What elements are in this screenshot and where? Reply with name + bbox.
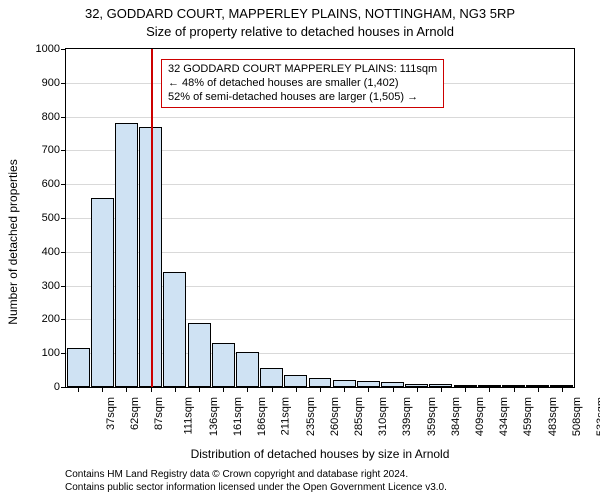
ytick-label: 0 [54,381,60,393]
xtick-mark [393,387,394,392]
ytick-label: 500 [42,212,60,224]
xtick-label: 211sqm [280,397,292,435]
xtick-label: 161sqm [232,397,244,436]
ytick-label: 800 [42,111,60,123]
annotation-box: 32 GODDARD COURT MAPPERLEY PLAINS: 111sq… [161,59,444,108]
xtick-mark [562,387,563,392]
xtick-label: 87sqm [154,397,166,430]
xtick-mark [102,387,103,392]
ytick-mark [61,150,66,151]
histogram-bar [67,348,90,387]
xtick-label: 359sqm [426,397,438,436]
xtick-mark [296,387,297,392]
chart-title-subtitle: Size of property relative to detached ho… [0,24,600,39]
annotation-line1: 32 GODDARD COURT MAPPERLEY PLAINS: 111sq… [168,63,437,77]
xtick-label: 409sqm [474,397,486,436]
xtick-mark [465,387,466,392]
ytick-mark [61,319,66,320]
histogram-bar [333,380,356,387]
histogram-bar [284,375,307,387]
xtick-mark [247,387,248,392]
chart-container: 32, GODDARD COURT, MAPPERLEY PLAINS, NOT… [0,0,600,500]
ytick-mark [61,218,66,219]
ytick-label: 600 [42,178,60,190]
x-axis-label: Distribution of detached houses by size … [65,447,575,461]
xtick-mark [344,387,345,392]
plot-wrap: Number of detached properties 32 GODDARD… [0,42,600,500]
footer-attribution: Contains HM Land Registry data © Crown c… [65,469,592,494]
footer-line2: Contains public sector information licen… [65,482,592,495]
xtick-label: 339sqm [402,397,414,436]
ytick-mark [61,49,66,50]
ytick-mark [61,353,66,354]
footer-line1: Contains HM Land Registry data © Crown c… [65,469,592,482]
xtick-mark [175,387,176,392]
ytick-label: 100 [42,347,60,359]
xtick-mark [514,387,515,392]
ytick-label: 900 [42,77,60,89]
histogram-bar [188,323,211,387]
ytick-mark [61,252,66,253]
xtick-mark [441,387,442,392]
xtick-label: 285sqm [353,397,365,436]
ytick-mark [61,387,66,388]
ytick-label: 700 [42,144,60,156]
ytick-mark [61,83,66,84]
xtick-label: 260sqm [329,397,341,436]
histogram-bar [91,198,114,387]
xtick-mark [368,387,369,392]
histogram-bar [115,123,138,387]
xtick-label: 62sqm [129,397,141,430]
xtick-label: 434sqm [498,397,510,436]
ytick-mark [61,117,66,118]
xtick-label: 508sqm [571,397,583,436]
xtick-label: 111sqm [182,397,194,435]
xtick-label: 310sqm [377,397,389,436]
xtick-label: 136sqm [208,397,220,436]
xtick-label: 235sqm [305,397,317,436]
property-marker-line [151,49,153,387]
ytick-mark [61,184,66,185]
ytick-label: 400 [42,246,60,258]
xtick-label: 186sqm [256,397,268,436]
plot-area: 32 GODDARD COURT MAPPERLEY PLAINS: 111sq… [65,48,575,388]
annotation-line3: 52% of semi-detached houses are larger (… [168,91,437,105]
ytick-label: 200 [42,313,60,325]
xtick-label: 384sqm [450,397,462,436]
ytick-label: 1000 [36,43,60,55]
y-axis-label: Number of detached properties [6,77,20,242]
xtick-mark [151,387,152,392]
xtick-label: 37sqm [105,397,117,430]
xtick-mark [272,387,273,392]
annotation-line2: ← 48% of detached houses are smaller (1,… [168,77,437,91]
ytick-label: 300 [42,280,60,292]
histogram-bar [212,343,235,387]
xtick-mark [489,387,490,392]
histogram-bar [163,272,186,387]
xtick-mark [199,387,200,392]
xtick-mark [126,387,127,392]
xtick-mark [417,387,418,392]
xtick-mark [223,387,224,392]
histogram-bar [309,378,332,387]
chart-title-address: 32, GODDARD COURT, MAPPERLEY PLAINS, NOT… [0,6,600,21]
xtick-label: 483sqm [547,397,559,436]
xtick-label: 459sqm [522,397,534,436]
xtick-mark [538,387,539,392]
ytick-mark [61,286,66,287]
xtick-mark [78,387,79,392]
xtick-label: 533sqm [595,397,600,436]
histogram-bar [236,352,259,387]
xtick-mark [320,387,321,392]
histogram-bar [260,368,283,387]
